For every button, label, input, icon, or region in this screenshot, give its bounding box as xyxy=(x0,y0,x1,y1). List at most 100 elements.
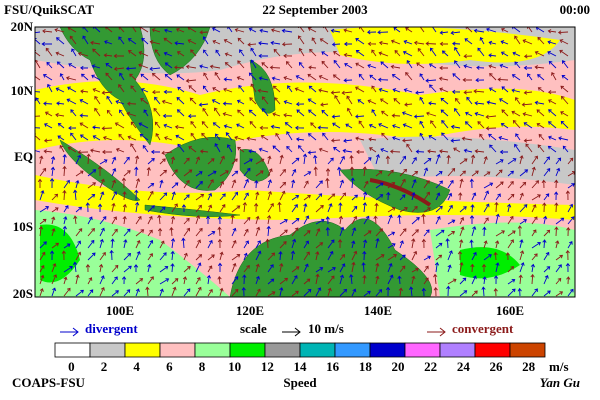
wind-arrow xyxy=(291,195,300,201)
wind-arrow xyxy=(445,238,450,249)
wind-arrow xyxy=(459,158,468,165)
wind-arrow xyxy=(387,207,396,213)
wind-arrow xyxy=(346,95,353,105)
colorbar-box xyxy=(89,342,126,358)
wind-arrow xyxy=(219,204,226,213)
wind-arrow xyxy=(450,124,461,130)
wind-arrow xyxy=(303,263,309,273)
wind-arrow xyxy=(507,239,514,249)
wind-arrow xyxy=(123,252,132,261)
wind-arrow xyxy=(430,120,437,129)
wind-arrow xyxy=(185,78,197,83)
wind-arrow xyxy=(441,132,449,141)
wind-arrow xyxy=(79,134,89,141)
wind-arrow xyxy=(297,145,305,153)
wind-arrow xyxy=(554,191,559,201)
wind-arrow xyxy=(471,170,479,177)
wind-arrow xyxy=(473,28,485,33)
wind-arrow xyxy=(555,264,562,273)
wind-arrow xyxy=(430,27,437,33)
wind-arrow xyxy=(500,40,509,45)
wind-arrow xyxy=(188,146,197,153)
colorbar-label: 22 xyxy=(424,359,437,374)
wind-arrow xyxy=(527,73,533,81)
wind-arrow xyxy=(183,252,188,261)
wind-arrow xyxy=(207,204,213,213)
wind-arrow xyxy=(375,170,383,177)
wind-arrow xyxy=(452,73,461,81)
wind-arrow xyxy=(111,191,118,201)
wind-arrow xyxy=(367,63,377,69)
wind-arrow xyxy=(265,238,270,249)
wind-arrow xyxy=(369,74,377,81)
wind-arrow xyxy=(51,274,58,285)
wind-arrow xyxy=(140,88,149,93)
wind-arrow xyxy=(170,156,176,165)
wind-arrow xyxy=(358,73,365,81)
wind-arrow xyxy=(87,169,97,177)
wind-arrow xyxy=(566,276,571,285)
wind-arrow xyxy=(79,98,89,105)
wind-arrow xyxy=(188,85,197,93)
wind-arrow xyxy=(99,251,106,261)
wind-arrow xyxy=(176,74,185,81)
wind-arrow xyxy=(217,226,222,237)
wind-arrow xyxy=(362,250,367,261)
wind-arrow xyxy=(433,273,438,285)
wind-arrow xyxy=(241,287,246,297)
wind-arrow xyxy=(327,250,334,261)
wind-arrow xyxy=(63,287,71,297)
wind-arrow xyxy=(451,89,461,94)
wind-arrow xyxy=(419,120,425,129)
wind-arrow xyxy=(464,121,473,129)
wind-arrow xyxy=(135,201,140,213)
wind-arrow xyxy=(565,262,571,273)
wind-arrow xyxy=(55,51,65,57)
wind-arrow xyxy=(343,138,353,143)
wind-arrow xyxy=(439,41,449,47)
wind-arrow xyxy=(391,74,401,81)
wind-arrow xyxy=(238,84,245,93)
wind-arrow xyxy=(147,157,155,165)
wind-arrow xyxy=(219,287,224,297)
wind-arrow xyxy=(434,262,440,273)
wind-arrow xyxy=(176,51,185,57)
wind-arrow xyxy=(99,275,105,285)
wind-arrow xyxy=(498,135,509,141)
wind-arrow xyxy=(259,125,269,130)
wind-arrow xyxy=(49,178,55,189)
wind-arrow xyxy=(35,37,41,45)
wind-arrow xyxy=(273,48,281,57)
wind-arrow xyxy=(113,53,124,59)
wind-arrow xyxy=(543,167,551,177)
wind-arrow xyxy=(355,50,365,57)
wind-arrow xyxy=(134,155,140,165)
wind-arrow xyxy=(278,251,283,261)
wind-arrow xyxy=(402,50,413,57)
wind-arrow xyxy=(75,274,80,285)
wind-arrow xyxy=(190,121,197,129)
wind-arrow xyxy=(296,109,305,117)
wind-arrow xyxy=(465,111,473,117)
wind-arrow xyxy=(207,265,213,273)
wind-arrow xyxy=(455,97,461,105)
wind-arrow xyxy=(170,263,175,273)
wind-arrow xyxy=(92,135,101,141)
wind-arrow xyxy=(452,41,461,46)
wind-arrow xyxy=(507,266,515,273)
wind-arrow xyxy=(450,138,461,143)
colorbar-box xyxy=(299,342,336,358)
wind-arrow xyxy=(99,238,104,249)
wind-arrow xyxy=(286,61,293,69)
wind-arrow xyxy=(547,29,557,34)
wind-arrow xyxy=(307,150,317,155)
wind-arrow xyxy=(560,120,569,129)
wind-arrow xyxy=(311,37,317,45)
wind-arrow xyxy=(479,133,485,141)
wind-arrow xyxy=(99,178,105,189)
wind-arrow xyxy=(543,193,550,201)
wind-arrow xyxy=(547,145,557,153)
wind-arrow xyxy=(159,169,167,177)
wind-arrow xyxy=(327,275,335,285)
wind-vectors xyxy=(35,27,575,297)
